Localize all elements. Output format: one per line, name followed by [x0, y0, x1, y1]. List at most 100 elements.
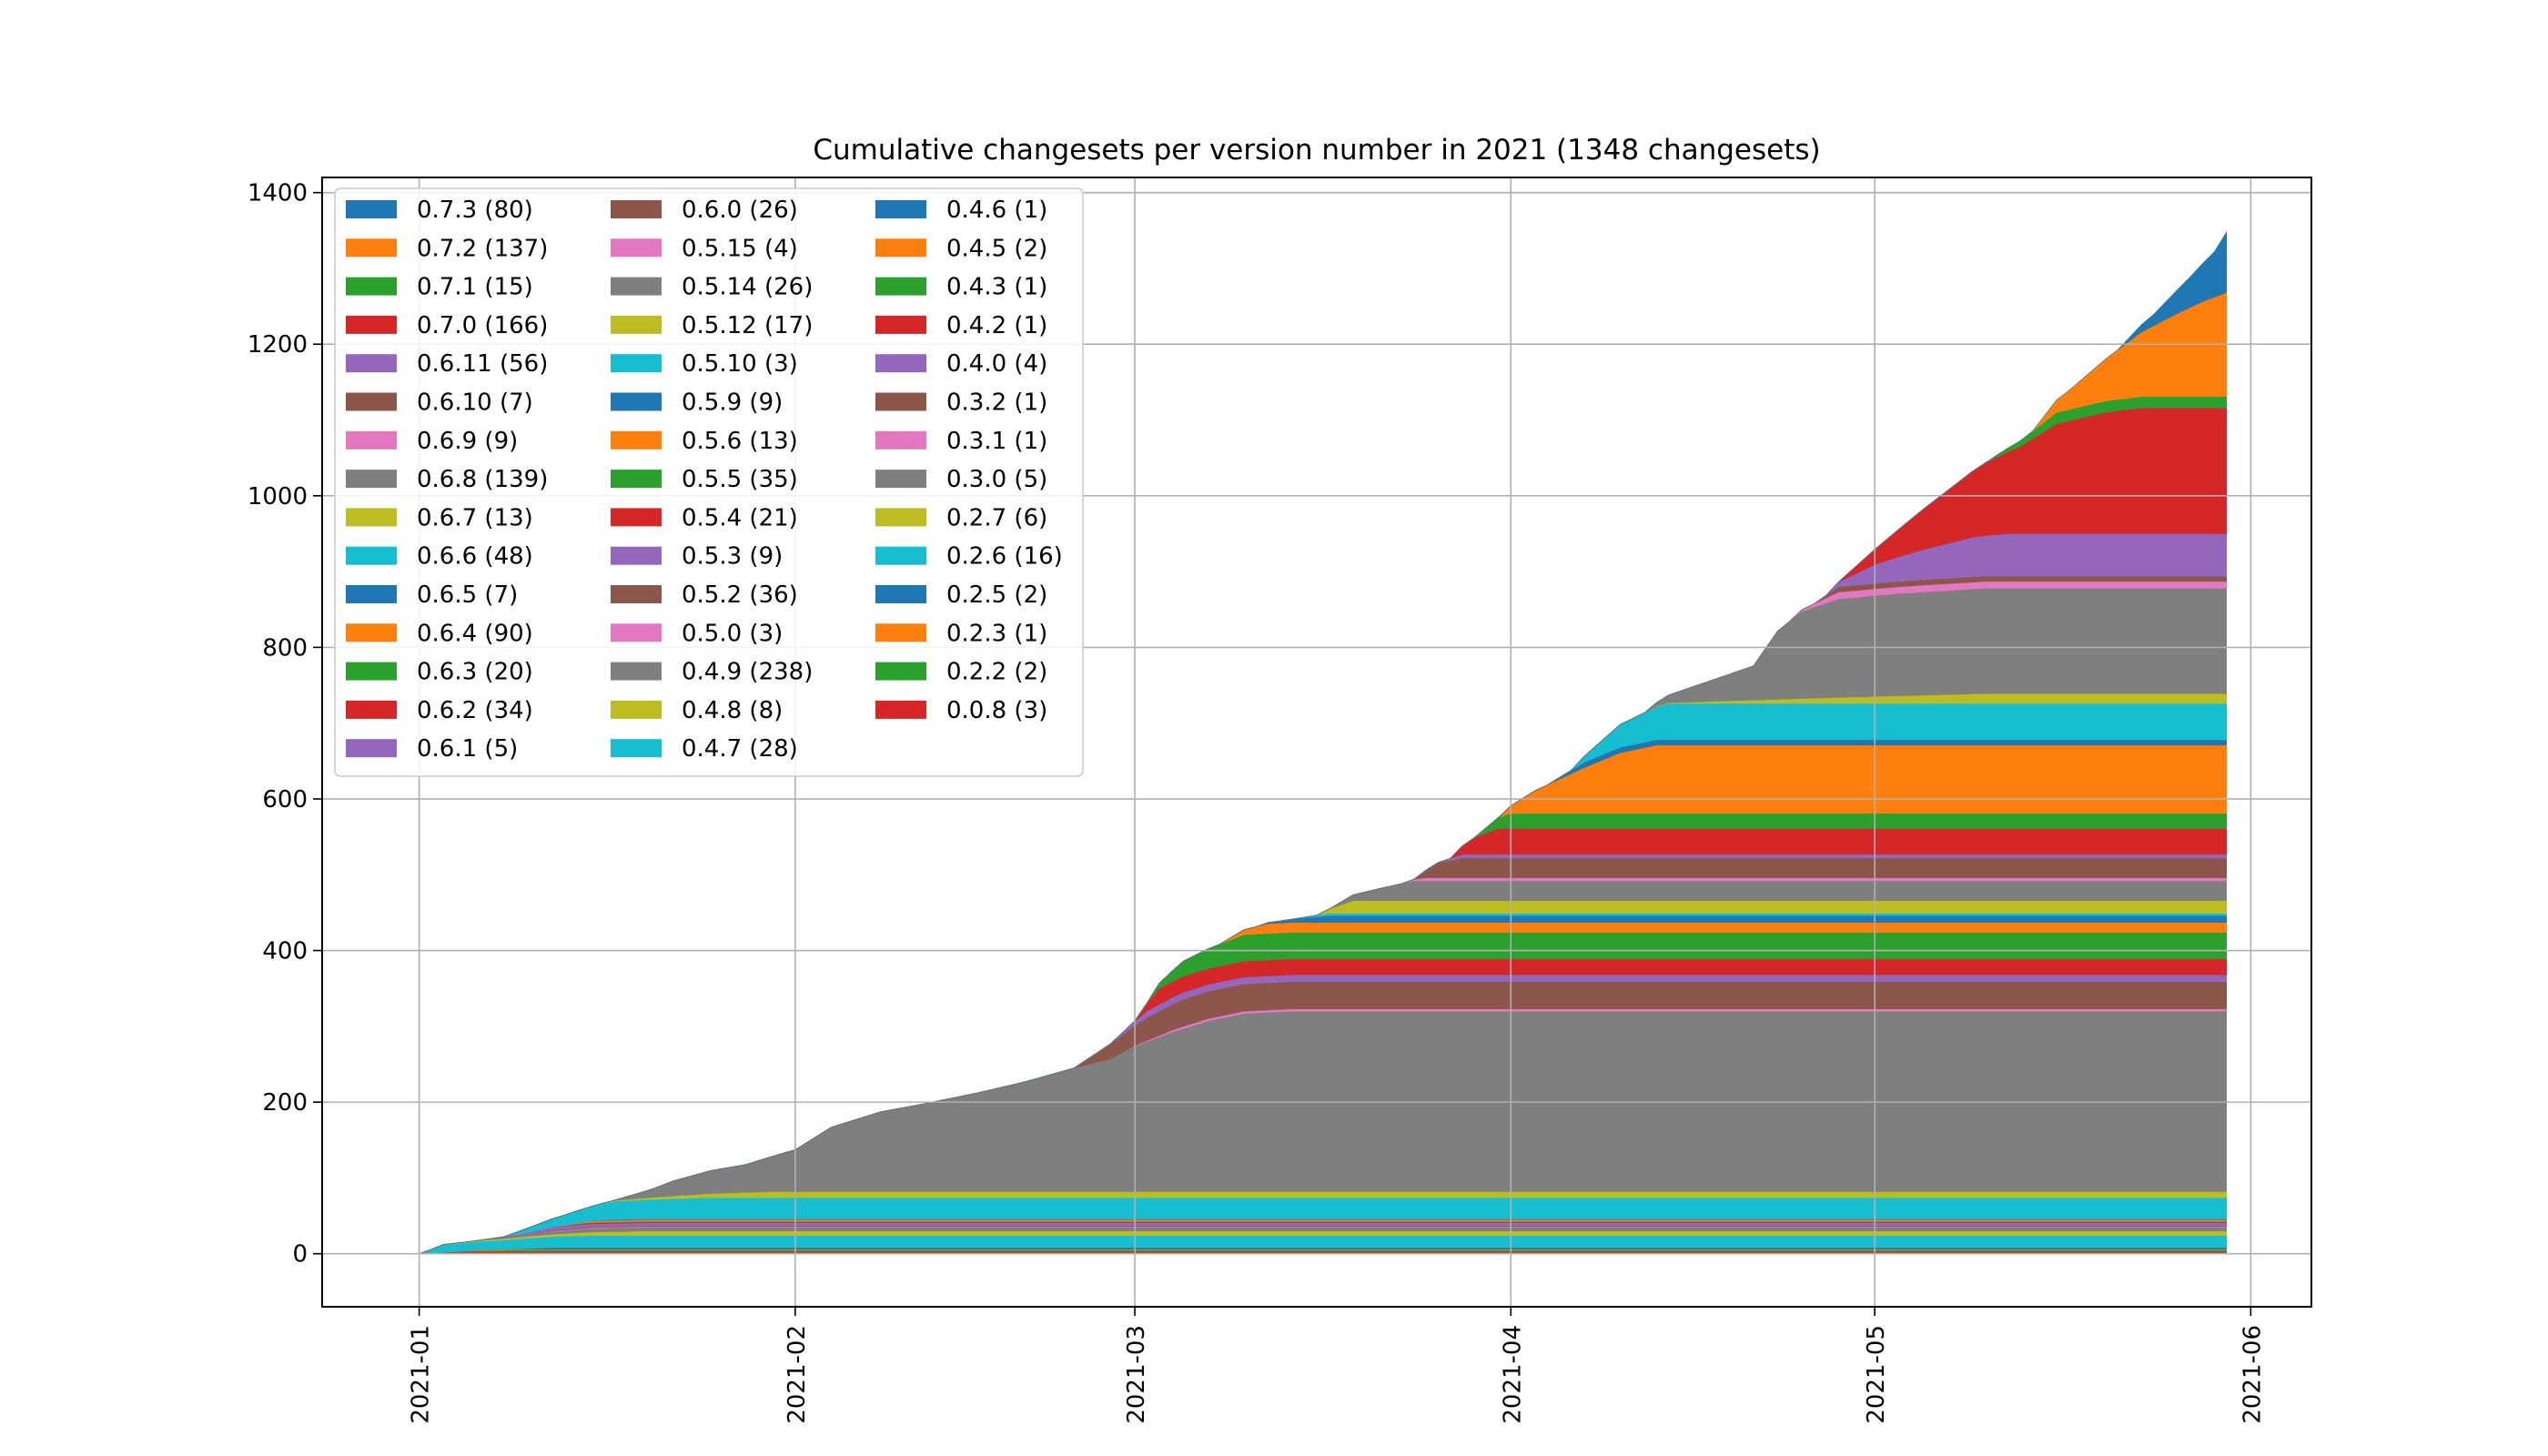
legend-swatch — [875, 392, 926, 411]
legend-entry: 0.2.2 (2) — [946, 659, 1047, 686]
legend-entry: 0.5.4 (21) — [682, 504, 798, 531]
legend-swatch — [346, 508, 397, 527]
legend-swatch — [875, 470, 926, 489]
x-tick-label: 2021-03 — [1123, 1325, 1150, 1424]
legend-swatch — [611, 662, 662, 681]
legend-swatch — [346, 238, 397, 258]
legend-swatch — [346, 315, 397, 334]
chart-title: Cumulative changesets per version number… — [813, 134, 1820, 167]
y-tick-label: 1000 — [248, 483, 308, 511]
legend-swatch — [611, 315, 662, 334]
legend-swatch — [611, 238, 662, 258]
legend-entry: 0.7.1 (15) — [417, 274, 533, 301]
legend-swatch — [875, 200, 926, 218]
legend-entry: 0.4.3 (1) — [946, 274, 1047, 301]
legend-entry: 0.5.14 (26) — [682, 274, 813, 301]
legend-entry: 0.2.6 (16) — [946, 543, 1063, 571]
legend-entry: 0.3.1 (1) — [946, 428, 1047, 455]
legend-swatch — [611, 546, 662, 565]
legend-entry: 0.6.2 (34) — [417, 697, 533, 724]
legend-swatch — [611, 585, 662, 603]
legend-swatch — [346, 623, 397, 642]
legend-entry: 0.5.12 (17) — [682, 312, 813, 339]
legend-swatch — [875, 585, 926, 603]
legend-entry: 0.5.10 (3) — [682, 350, 798, 378]
legend-swatch — [611, 470, 662, 489]
legend-swatch — [875, 508, 926, 527]
legend-swatch — [346, 277, 397, 296]
legend-swatch — [346, 430, 397, 450]
legend-entry: 0.6.7 (13) — [417, 504, 533, 531]
legend-swatch — [875, 430, 926, 450]
legend-swatch — [611, 277, 662, 296]
legend-swatch — [346, 585, 397, 603]
legend-entry: 0.4.7 (28) — [682, 735, 798, 763]
legend-entry: 0.2.7 (6) — [946, 504, 1047, 531]
legend-entry: 0.7.2 (137) — [417, 235, 548, 262]
legend-entry: 0.6.3 (20) — [417, 659, 533, 686]
legend-swatch — [875, 238, 926, 258]
legend-swatch — [611, 700, 662, 719]
grid-lines — [322, 177, 2311, 1307]
x-tick-label: 2021-06 — [2239, 1325, 2266, 1424]
y-tick-label: 200 — [262, 1089, 308, 1117]
x-tick-label: 2021-02 — [784, 1325, 811, 1424]
legend-entry: 0.2.5 (2) — [946, 581, 1047, 609]
legend-entry: 0.5.15 (4) — [682, 235, 798, 262]
legend-swatch — [346, 700, 397, 719]
legend-swatch — [875, 315, 926, 334]
legend-swatch — [875, 700, 926, 719]
legend-entry: 0.4.8 (8) — [682, 697, 783, 724]
legend-entry: 0.3.2 (1) — [946, 389, 1047, 417]
legend-entry: 0.6.8 (139) — [417, 466, 548, 493]
legend-swatch — [875, 546, 926, 565]
legend-swatch — [611, 430, 662, 450]
y-tick-label: 1200 — [248, 331, 308, 359]
legend-swatch — [875, 354, 926, 373]
legend-entry: 0.5.2 (36) — [682, 581, 798, 609]
legend-entry: 0.6.11 (56) — [417, 350, 548, 378]
legend-swatch — [611, 508, 662, 527]
x-tick-label: 2021-01 — [408, 1325, 435, 1424]
legend-entry: 0.6.0 (26) — [682, 197, 798, 224]
x-tick-label: 2021-05 — [1863, 1325, 1890, 1424]
legend-swatch — [346, 546, 397, 565]
area-layer — [419, 230, 2227, 1254]
legend-entry: 0.5.0 (3) — [682, 620, 783, 647]
y-tick-label: 600 — [262, 786, 308, 814]
legend-entry: 0.4.6 (1) — [946, 197, 1047, 224]
legend-entry: 0.4.5 (2) — [946, 235, 1047, 262]
legend-swatch — [346, 662, 397, 681]
legend: 0.7.3 (80) 0.7.2 (137) 0.7.1 (15) 0.7.0 (16… — [334, 187, 1084, 777]
x-axis: 2021-01 2021-02 2021-03 2021-04 2021-05 2021-… — [408, 1307, 2266, 1424]
legend-swatch — [875, 662, 926, 681]
y-tick-label: 400 — [262, 938, 308, 966]
legend-entry: 0.5.5 (35) — [682, 466, 798, 493]
legend-entry: 0.2.3 (1) — [946, 620, 1047, 647]
legend-entry: 0.6.6 (48) — [417, 543, 533, 571]
legend-entry: 0.3.0 (5) — [946, 466, 1047, 493]
legend-entry: 0.4.2 (1) — [946, 312, 1047, 339]
y-tick-label: 1400 — [248, 180, 308, 207]
plot-frame — [321, 177, 2312, 1308]
legend-entry: 0.5.6 (13) — [682, 428, 798, 455]
legend-swatch — [611, 739, 662, 758]
y-tick-label: 0 — [292, 1241, 308, 1269]
legend-entry: 0.7.0 (166) — [417, 312, 548, 339]
legend-entry: 0.5.3 (9) — [682, 543, 783, 571]
legend-swatch — [346, 354, 397, 373]
y-tick-label: 800 — [262, 634, 308, 662]
legend-entry: 0.6.5 (7) — [417, 581, 518, 609]
legend-entry: 0.6.1 (5) — [417, 735, 518, 763]
legend-swatch — [346, 739, 397, 758]
legend-swatch — [346, 470, 397, 489]
legend-entry: 0.6.9 (9) — [417, 428, 518, 455]
legend-swatch — [346, 392, 397, 411]
legend-entry: 0.6.10 (7) — [417, 389, 533, 417]
legend-entry: 0.5.9 (9) — [682, 389, 783, 417]
x-tick-label: 2021-04 — [1499, 1325, 1526, 1424]
legend-swatch — [611, 354, 662, 373]
legend-swatch — [346, 200, 397, 218]
area-series — [419, 230, 2227, 1254]
